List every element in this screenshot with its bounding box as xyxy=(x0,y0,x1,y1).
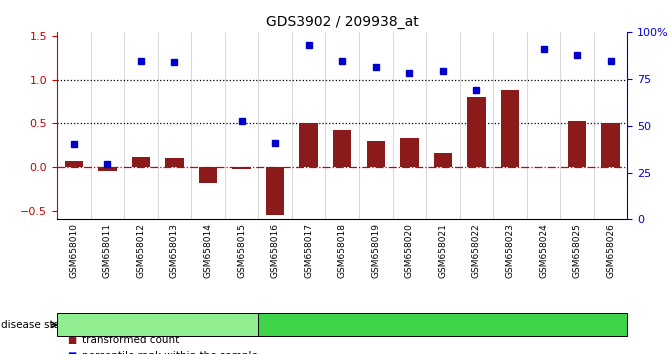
Bar xyxy=(199,167,217,183)
Text: chronic B-lymphocytic leukemia: chronic B-lymphocytic leukemia xyxy=(354,320,532,330)
Bar xyxy=(568,121,586,167)
Text: GSM658014: GSM658014 xyxy=(203,223,213,278)
Bar xyxy=(132,157,150,167)
Text: GSM658015: GSM658015 xyxy=(237,223,246,278)
Bar xyxy=(98,167,117,171)
Bar xyxy=(366,141,385,167)
Text: GSM658013: GSM658013 xyxy=(170,223,179,278)
Bar xyxy=(333,130,352,167)
Text: GSM658023: GSM658023 xyxy=(505,223,515,278)
Bar xyxy=(165,158,184,167)
Text: GSM658022: GSM658022 xyxy=(472,223,481,278)
Bar xyxy=(232,167,251,169)
Bar xyxy=(266,167,285,215)
Bar xyxy=(601,124,620,167)
Bar xyxy=(467,97,486,167)
Text: GSM658018: GSM658018 xyxy=(338,223,347,278)
Text: GSM658021: GSM658021 xyxy=(438,223,448,278)
Text: GSM658012: GSM658012 xyxy=(136,223,146,278)
Text: GSM658017: GSM658017 xyxy=(304,223,313,278)
Text: healthy control: healthy control xyxy=(115,320,200,330)
Text: GSM658010: GSM658010 xyxy=(69,223,79,278)
Text: GSM658016: GSM658016 xyxy=(270,223,280,278)
Text: GSM658011: GSM658011 xyxy=(103,223,112,278)
Text: GSM658019: GSM658019 xyxy=(371,223,380,278)
Text: ■: ■ xyxy=(67,335,76,345)
Text: transformed count: transformed count xyxy=(82,335,179,345)
Text: percentile rank within the sample: percentile rank within the sample xyxy=(82,351,258,354)
Bar xyxy=(400,138,419,167)
Text: GSM658024: GSM658024 xyxy=(539,223,548,278)
Text: ■: ■ xyxy=(67,351,76,354)
Bar xyxy=(299,124,318,167)
Bar xyxy=(501,90,519,167)
Title: GDS3902 / 209938_at: GDS3902 / 209938_at xyxy=(266,16,419,29)
Text: GSM658025: GSM658025 xyxy=(572,223,582,278)
Text: disease state: disease state xyxy=(1,320,70,330)
Bar xyxy=(64,161,83,167)
Text: GSM658026: GSM658026 xyxy=(606,223,615,278)
Bar xyxy=(433,153,452,167)
Text: GSM658020: GSM658020 xyxy=(405,223,414,278)
